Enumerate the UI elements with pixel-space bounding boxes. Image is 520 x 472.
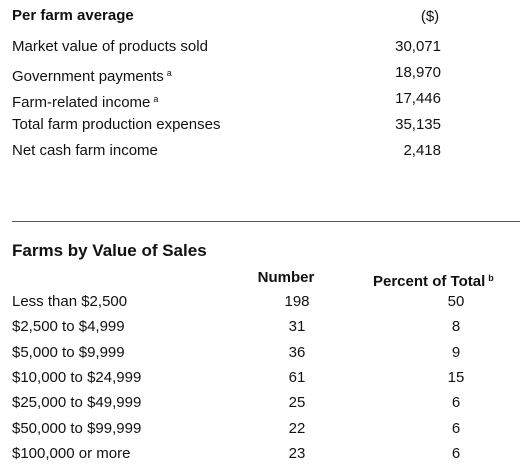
- row-label: Less than $2,500: [12, 293, 128, 310]
- row-label-text: Government payments: [12, 68, 164, 85]
- column-header: Percent of Total b: [373, 269, 494, 291]
- footnote-marker: a: [153, 94, 159, 104]
- row-label: Market value of products sold: [12, 38, 208, 56]
- column-header-text: Percent of Total: [373, 273, 486, 290]
- column-header: Number: [257, 269, 315, 286]
- footnote-marker: a: [166, 68, 172, 78]
- number-cell: 36: [288, 343, 306, 361]
- percent-cell: 8: [451, 318, 461, 336]
- section-title: Farms by Value of Sales: [12, 241, 207, 260]
- divider: [12, 221, 520, 222]
- row-label-text: Market value of products sold: [12, 38, 208, 55]
- percent-cell: 9: [451, 343, 461, 361]
- row-value: 17,446: [395, 90, 441, 107]
- row-label: $10,000 to $24,999: [12, 368, 142, 386]
- row-label-text: Total farm production expenses: [12, 116, 221, 133]
- number-cell: 25: [288, 394, 306, 412]
- row-label: Total farm production expenses: [12, 116, 220, 134]
- row-value: 30,071: [395, 38, 441, 55]
- percent-cell: 6: [451, 394, 461, 412]
- percent-cell: 6: [451, 419, 461, 437]
- row-label-text: Farm-related income: [12, 94, 151, 111]
- row-label: Government payments a: [12, 64, 172, 86]
- row-label: $2,500 to $4,999: [12, 318, 125, 336]
- number-cell: 61: [288, 368, 306, 386]
- row-label: $100,000 or more: [12, 444, 131, 462]
- footnote-marker: b: [488, 273, 494, 283]
- number-cell: 198: [284, 293, 310, 310]
- number-cell: 31: [288, 318, 306, 336]
- unit-label: ($): [420, 8, 440, 25]
- section-title: Per farm average: [12, 7, 134, 24]
- row-label: Farm-related income a: [12, 90, 158, 112]
- percent-cell: 15: [447, 368, 465, 386]
- number-cell: 22: [288, 419, 306, 437]
- row-value: 18,970: [395, 64, 441, 81]
- percent-cell: 50: [447, 293, 465, 310]
- percent-cell: 6: [451, 444, 461, 462]
- row-label-text: Net cash farm income: [12, 142, 158, 159]
- row-label: $25,000 to $49,999: [12, 394, 142, 412]
- row-label: $50,000 to $99,999: [12, 419, 142, 437]
- row-value: 35,135: [395, 116, 441, 133]
- row-label: Net cash farm income: [12, 142, 158, 160]
- number-cell: 23: [288, 444, 306, 462]
- row-label: $5,000 to $9,999: [12, 343, 125, 361]
- row-value: 2,418: [403, 142, 441, 159]
